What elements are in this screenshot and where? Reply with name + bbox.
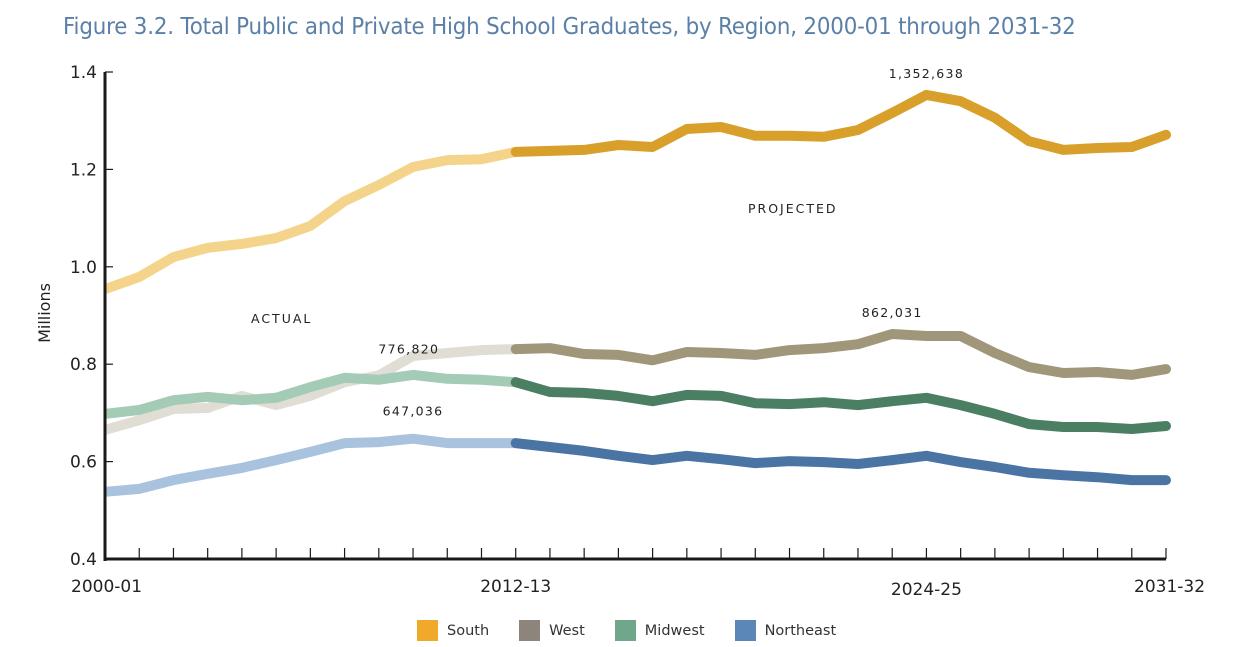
y-tick-label: 0.8	[70, 355, 97, 375]
legend-item-south: South	[417, 620, 489, 641]
legend-label-west: West	[549, 622, 585, 639]
y-axis-label: Millions	[35, 283, 54, 343]
legend-item-west: West	[519, 620, 585, 641]
legend-swatch-midwest	[614, 620, 636, 641]
y-tick-label: 1.4	[70, 63, 97, 83]
actual-label: ACTUAL	[251, 311, 312, 326]
y-tick-label: 0.4	[70, 550, 97, 570]
x-tick-label: 2031-32	[1134, 577, 1205, 597]
y-tick-label: 1.0	[70, 258, 97, 278]
series-layer	[103, 89, 1171, 497]
legend-item-midwest: Midwest	[614, 620, 705, 641]
series-line-projected-south	[510, 89, 1171, 157]
x-tick-label: 2012-13	[480, 577, 551, 597]
projected-label: PROJECTED	[748, 201, 838, 216]
legend-swatch-northeast	[734, 620, 756, 641]
legend-label-midwest: Midwest	[644, 622, 705, 639]
x-tick-label: 2024-25	[891, 580, 962, 600]
legend-item-northeast: Northeast	[734, 620, 837, 641]
series-line-projected-northeast	[510, 438, 1171, 486]
data-label-west: 776,820	[378, 341, 439, 356]
annotations: 1,352,638 862,031 776,820 647,036	[378, 66, 964, 419]
legend-swatch-west	[519, 620, 541, 641]
data-label-south: 1,352,638	[889, 66, 964, 81]
legend-label-northeast: Northeast	[764, 622, 837, 639]
data-label-west: 862,031	[862, 305, 923, 320]
legend-label-south: South	[447, 622, 490, 639]
legend-swatch-south	[417, 620, 438, 641]
chart-title: Figure 3.2. Total Public and Private Hig…	[63, 14, 1076, 40]
series-line-actual-midwest	[104, 369, 517, 419]
axes-layer: 0.4 0.6 0.8 1.0 1.2 1.4 2000-01 2012-13 2024-25 2…	[70, 63, 1205, 600]
series-line-projected-west	[510, 329, 1171, 380]
legend: South West Midwest Northeast	[417, 620, 866, 641]
y-tick-label: 1.2	[70, 160, 97, 180]
series-line-actual-south	[103, 147, 517, 294]
x-tick-label: 2000-01	[71, 577, 142, 597]
series-line-actual-west	[103, 344, 516, 435]
y-tick-label: 0.6	[70, 453, 97, 473]
data-label-northeast: 647,036	[383, 404, 444, 419]
series-line-actual-northeast	[104, 433, 516, 497]
series-line-projected-midwest	[510, 377, 1171, 434]
